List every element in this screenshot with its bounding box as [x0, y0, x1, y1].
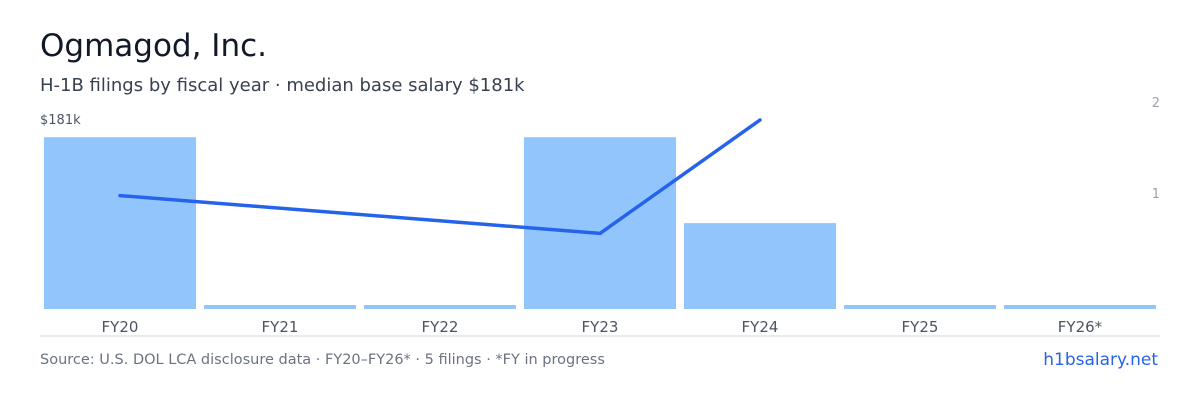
x-tick-label: FY20	[102, 318, 139, 336]
x-tick-label: FY24	[742, 318, 779, 336]
page-subtitle: H-1B filings by fiscal year · median bas…	[40, 75, 525, 96]
x-tick-label: FY21	[262, 318, 299, 336]
x-tick-label: FY22	[422, 318, 459, 336]
right-axis-labels: 21	[1152, 96, 1160, 202]
bar-fy22	[364, 305, 516, 309]
site-link[interactable]: h1bsalary.net	[1043, 350, 1158, 370]
right-axis-label: 1	[1152, 187, 1160, 202]
x-tick-label: FY25	[902, 318, 939, 336]
bar-fy20	[44, 137, 196, 309]
bar-fy21	[204, 305, 356, 309]
bar-fy25	[844, 305, 996, 309]
median-salary-line	[118, 118, 762, 236]
x-tick-label: FY26*	[1058, 318, 1103, 336]
right-axis-label: 2	[1152, 96, 1160, 111]
x-tick-label: FY23	[582, 318, 619, 336]
left-axis-label: $181k	[40, 113, 81, 128]
bars-layer	[44, 137, 1156, 309]
bar-fy24	[684, 223, 836, 309]
source-note: Source: U.S. DOL LCA disclosure data · F…	[40, 352, 605, 368]
x-tick-labels: FY20 FY21 FY22 FY23 FY24 FY25 FY26*	[102, 318, 1103, 336]
bar-fy23	[524, 137, 676, 309]
bar-fy26	[1004, 305, 1156, 309]
left-axis-labels: $181k	[40, 113, 81, 128]
page-title: Ogmagod, Inc.	[40, 28, 267, 64]
